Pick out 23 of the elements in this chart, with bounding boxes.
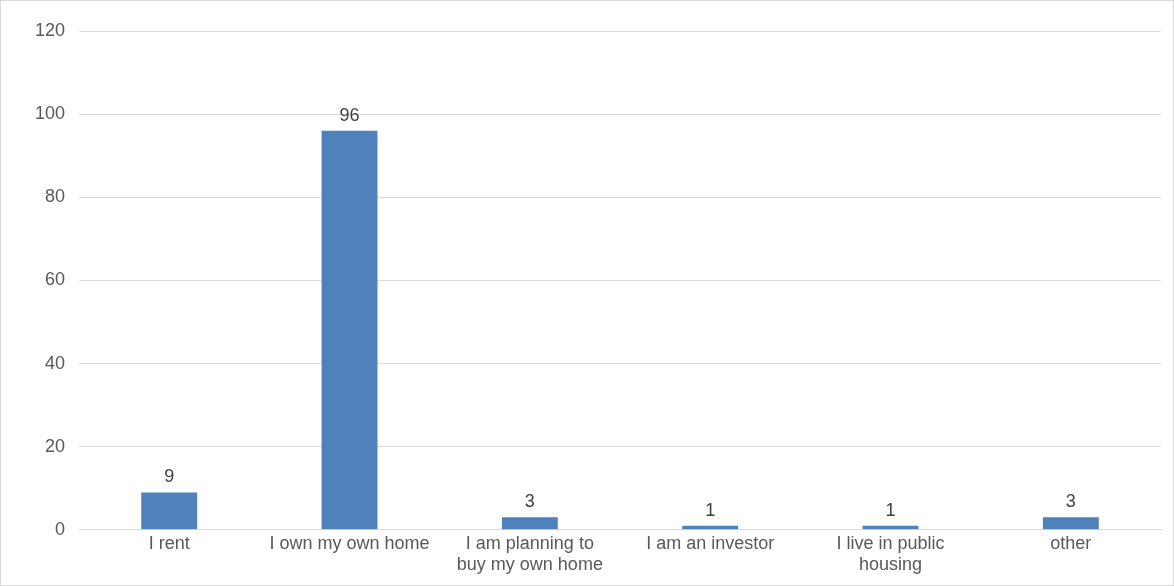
x-tick-label: I own my own home xyxy=(269,532,430,553)
x-tick-label: I am planning to buy my own home xyxy=(456,532,603,575)
x-tick-label: I am an investor xyxy=(646,532,775,553)
bar xyxy=(141,492,198,530)
data-label: 3 xyxy=(524,491,535,512)
y-tick-label: 100 xyxy=(34,103,66,124)
y-tick-label: 0 xyxy=(55,518,66,539)
y-tick-label: 120 xyxy=(34,19,66,40)
bar xyxy=(501,517,558,530)
y-tick-label: 60 xyxy=(45,269,66,290)
data-label: 3 xyxy=(1065,491,1076,512)
data-label: 1 xyxy=(705,499,716,520)
x-tick-label: I live in public housing xyxy=(836,532,945,575)
y-tick-label: 20 xyxy=(45,435,66,456)
bar xyxy=(321,130,378,530)
data-label: 9 xyxy=(164,466,175,487)
bar xyxy=(1042,517,1099,530)
x-tick-label: I rent xyxy=(148,532,190,553)
x-tick-label: other xyxy=(1050,532,1092,553)
data-label: 96 xyxy=(339,104,360,125)
data-label: 1 xyxy=(885,499,896,520)
y-tick-label: 80 xyxy=(45,186,66,207)
y-tick-label: 40 xyxy=(45,352,66,373)
